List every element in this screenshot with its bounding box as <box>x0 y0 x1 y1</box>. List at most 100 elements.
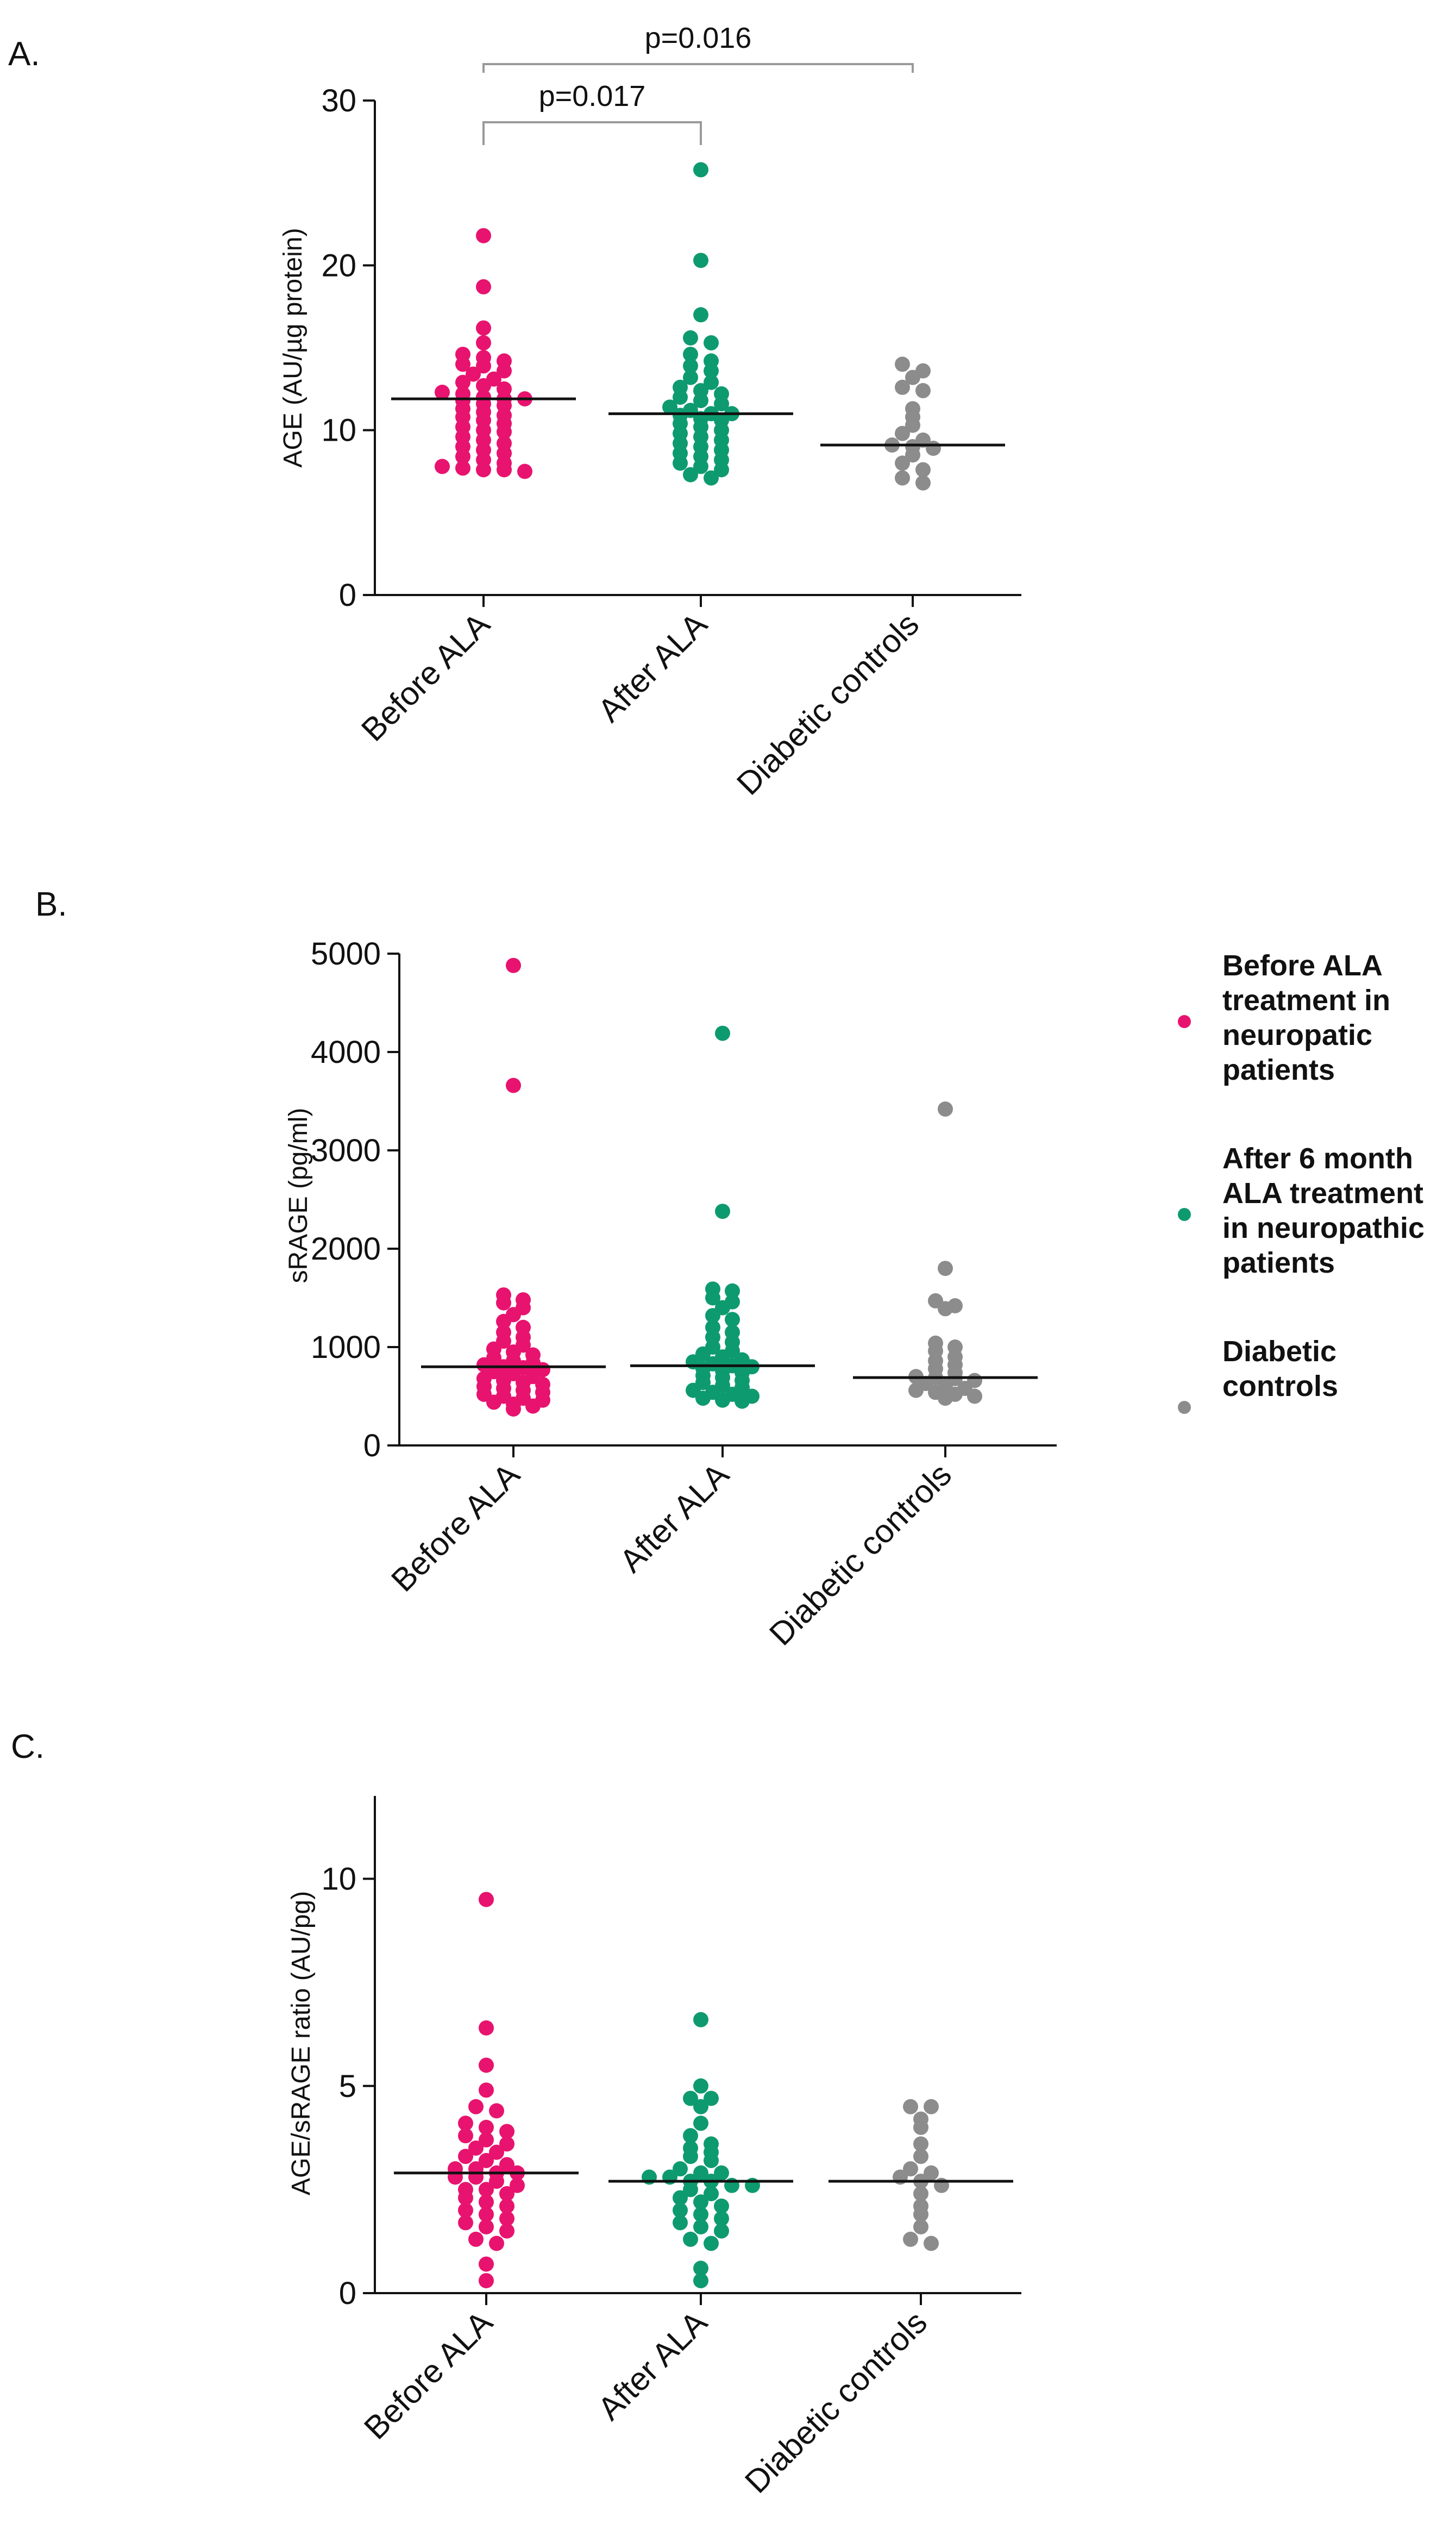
legend-label-before: Before ALA <box>1222 949 1383 982</box>
data-point <box>458 2149 473 2164</box>
data-point <box>704 2153 719 2168</box>
data-point <box>458 2128 473 2144</box>
legend-label-after: ALA treatment <box>1222 1177 1423 1210</box>
data-point <box>693 253 708 268</box>
legend-marker-controls <box>1178 1401 1191 1414</box>
data-point <box>915 462 931 478</box>
y-axis-title: sRAGE (pg/ml) <box>284 1108 313 1283</box>
legend-label-before: patients <box>1222 1054 1335 1086</box>
data-point <box>455 449 470 465</box>
p-value-label: p=0.016 <box>645 22 752 54</box>
data-point <box>714 2211 729 2226</box>
data-point <box>486 1394 501 1410</box>
data-point <box>499 2223 514 2239</box>
data-point <box>693 2099 708 2114</box>
data-point <box>662 399 677 415</box>
data-point <box>905 417 920 433</box>
data-point <box>673 455 688 471</box>
data-point <box>903 2231 918 2247</box>
data-point <box>683 2128 698 2144</box>
data-point <box>725 1283 740 1299</box>
data-point <box>913 2149 928 2164</box>
data-point <box>506 957 521 973</box>
data-point <box>458 2115 473 2131</box>
data-point <box>895 470 910 486</box>
data-point <box>683 358 698 374</box>
data-point <box>903 2161 918 2177</box>
data-point <box>673 390 688 405</box>
data-point <box>695 1391 711 1406</box>
data-point <box>967 1388 982 1404</box>
data-point <box>905 370 920 385</box>
data-point <box>476 279 491 295</box>
data-point <box>476 462 491 478</box>
data-point <box>926 441 941 456</box>
panel-label: B. <box>35 886 67 923</box>
data-point <box>714 396 729 412</box>
x-tick-label: Before ALA <box>384 1456 526 1599</box>
data-point <box>705 1308 720 1324</box>
data-point <box>455 374 470 390</box>
x-tick-label: Diabetic controls <box>762 1456 958 1652</box>
panel-label: C. <box>11 1728 45 1765</box>
data-point <box>673 2190 688 2206</box>
data-point <box>725 1312 740 1328</box>
legend-label-after: After 6 month <box>1222 1142 1413 1175</box>
series-after <box>630 1025 815 1409</box>
significance-bracket <box>482 121 702 145</box>
data-point <box>458 2190 473 2206</box>
panel-label: A. <box>8 35 40 73</box>
legend-label-before: treatment in <box>1222 984 1390 1017</box>
data-point <box>499 2157 514 2172</box>
data-point <box>468 2231 484 2247</box>
legend-label-controls: controls <box>1222 1370 1338 1403</box>
y-tick-label: 2000 <box>311 1231 381 1267</box>
data-point <box>683 330 698 346</box>
data-point <box>714 2223 729 2239</box>
series-before <box>421 957 606 1417</box>
data-point <box>506 1401 521 1417</box>
legend-label-after: patients <box>1222 1247 1335 1279</box>
data-point <box>704 2186 719 2201</box>
data-point <box>496 1313 511 1329</box>
data-point <box>476 228 491 243</box>
series-after <box>608 162 793 486</box>
data-point <box>938 1391 953 1406</box>
y-tick-label: 10 <box>321 1862 356 1897</box>
data-point <box>479 2219 494 2234</box>
x-tick-label: Before ALA <box>357 2304 499 2446</box>
data-point <box>489 2236 504 2251</box>
data-point <box>525 1398 541 1414</box>
y-tick-label: 0 <box>363 1428 381 1463</box>
data-point <box>714 462 729 478</box>
series-controls <box>829 2099 1013 2251</box>
data-point <box>517 464 532 479</box>
p-value-label: p=0.017 <box>539 80 646 112</box>
data-point <box>704 2236 719 2251</box>
y-axis-title: AGE (AU/µg protein) <box>279 228 307 467</box>
y-tick-label: 4000 <box>311 1035 381 1070</box>
data-point <box>908 1382 924 1398</box>
data-point <box>479 2194 494 2210</box>
data-point <box>938 1101 953 1117</box>
data-point <box>704 335 719 350</box>
data-point <box>499 2198 514 2214</box>
data-point <box>913 2186 928 2201</box>
data-point <box>895 379 910 395</box>
data-point <box>489 2174 504 2189</box>
data-point <box>913 2136 928 2152</box>
data-point <box>693 2012 708 2027</box>
data-point <box>479 2132 494 2147</box>
x-tick-label: Before ALA <box>354 606 497 748</box>
data-point <box>489 2144 504 2160</box>
data-point <box>715 1392 730 1408</box>
data-point <box>479 2120 494 2135</box>
data-point <box>455 356 470 372</box>
y-axis-title: AGE/sRAGE ratio (AU/pg) <box>287 1891 316 2195</box>
data-point <box>938 1301 953 1317</box>
data-point <box>924 2236 939 2251</box>
data-point <box>479 2153 494 2168</box>
y-tick-label: 0 <box>339 2276 356 2311</box>
data-point <box>479 2207 494 2222</box>
